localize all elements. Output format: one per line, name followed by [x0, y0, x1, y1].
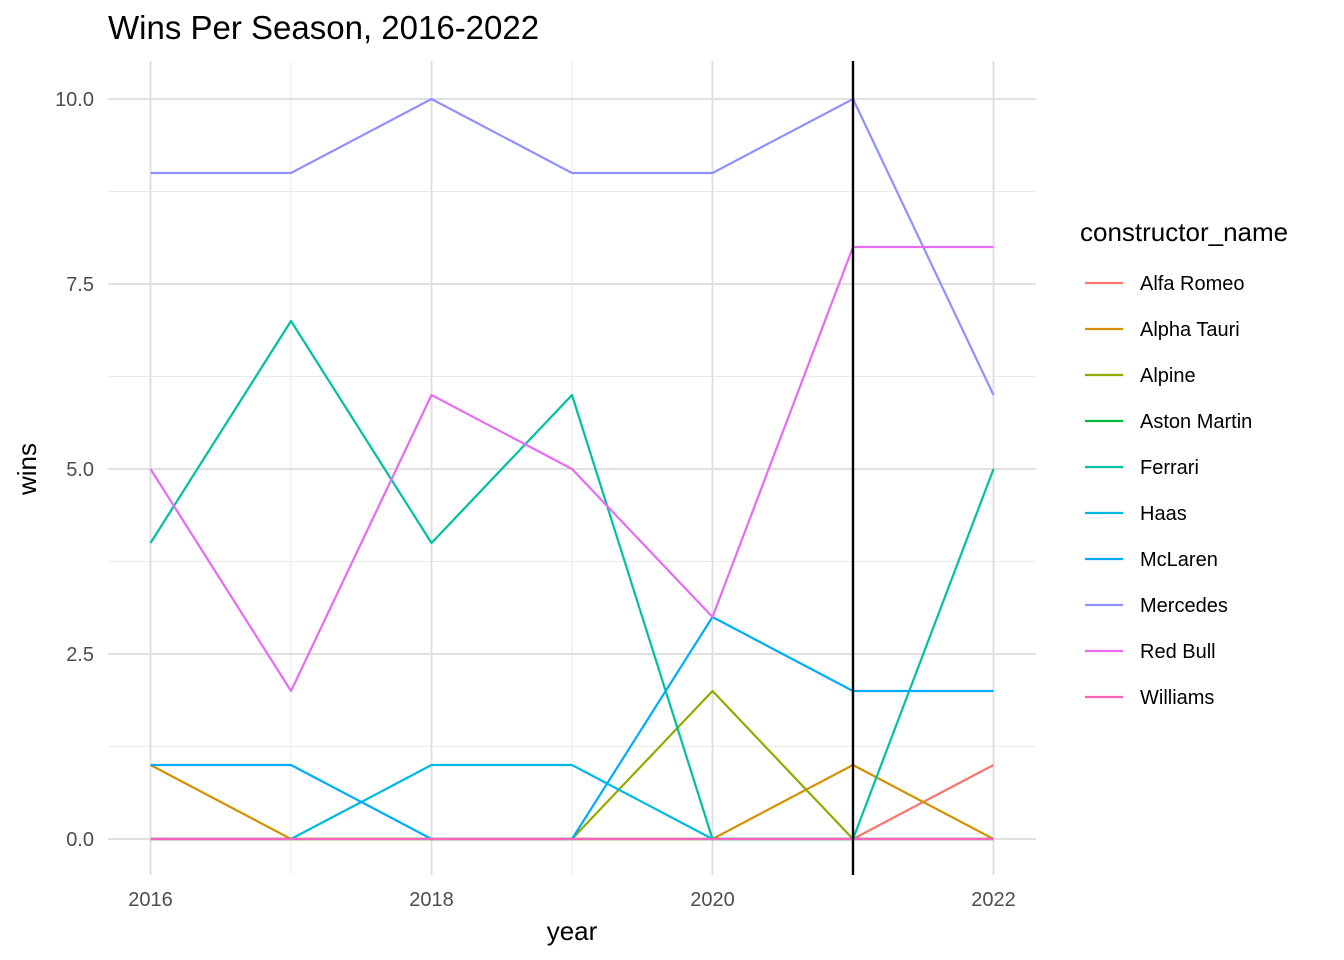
x-tick-label: 2022: [971, 889, 1016, 911]
y-tick-label: 10.0: [55, 89, 94, 111]
y-axis-title: wins: [12, 443, 42, 496]
y-tick-label: 0.0: [66, 829, 94, 851]
grid-major: [108, 61, 1036, 875]
y-tick-label: 5.0: [66, 459, 94, 481]
legend-label-aston-martin: Aston Martin: [1140, 411, 1252, 433]
y-tick-label: 7.5: [66, 274, 94, 296]
x-tick-label: 2020: [690, 889, 735, 911]
x-axis-title: year: [547, 916, 598, 946]
legend-label-red-bull: Red Bull: [1140, 641, 1216, 663]
legend-label-williams: Williams: [1140, 687, 1214, 709]
chart-title: Wins Per Season, 2016-2022: [108, 9, 539, 46]
legend-label-mercedes: Mercedes: [1140, 595, 1228, 617]
x-tick-label: 2016: [128, 889, 173, 911]
legend: Alfa Romeo Alpha Tauri Alpine Aston Martin F…: [1085, 273, 1252, 709]
legend-label-alpha-tauri: Alpha Tauri: [1140, 319, 1240, 341]
x-tick-label: 2018: [409, 889, 454, 911]
legend-label-alfa-romeo: Alfa Romeo: [1140, 273, 1245, 295]
legend-label-mclaren: McLaren: [1140, 549, 1218, 571]
y-axis-ticks: 0.0 2.5 5.0 7.5 10.0: [55, 89, 94, 851]
x-axis-ticks: 2016 2018 2020 2022: [128, 889, 1016, 911]
legend-label-haas: Haas: [1140, 503, 1187, 525]
legend-label-alpine: Alpine: [1140, 365, 1196, 387]
legend-title: constructor_name: [1080, 217, 1288, 247]
legend-label-ferrari: Ferrari: [1140, 457, 1199, 479]
y-tick-label: 2.5: [66, 644, 94, 666]
